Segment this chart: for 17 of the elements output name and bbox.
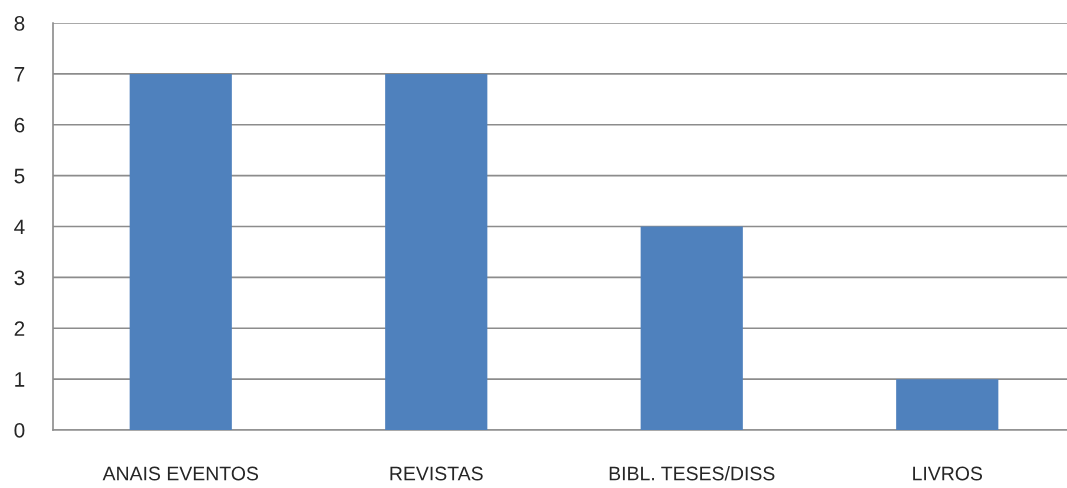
bar	[640, 226, 743, 430]
y-tick-label: 1	[15, 372, 25, 387]
y-tick-label: 3	[14, 270, 25, 286]
y-tick-label: 7	[14, 67, 25, 82]
bar	[896, 379, 999, 430]
bar	[385, 73, 488, 430]
x-tick-label: REVISTAS	[390, 466, 483, 481]
x-tick-label: BIBL. TESES/DISS	[609, 466, 775, 481]
x-tick-label: ANAIS EVENTOS	[102, 466, 259, 481]
y-tick-label: 4	[14, 219, 25, 235]
y-tick-label: 2	[14, 321, 25, 336]
y-tick-label: 5	[14, 168, 25, 184]
x-tick-label: LIVROS	[913, 466, 983, 481]
y-tick-label: 0	[14, 423, 25, 438]
y-tick-label: 8	[14, 16, 25, 31]
y-tick-label: 6	[14, 117, 25, 133]
bar	[129, 73, 232, 430]
